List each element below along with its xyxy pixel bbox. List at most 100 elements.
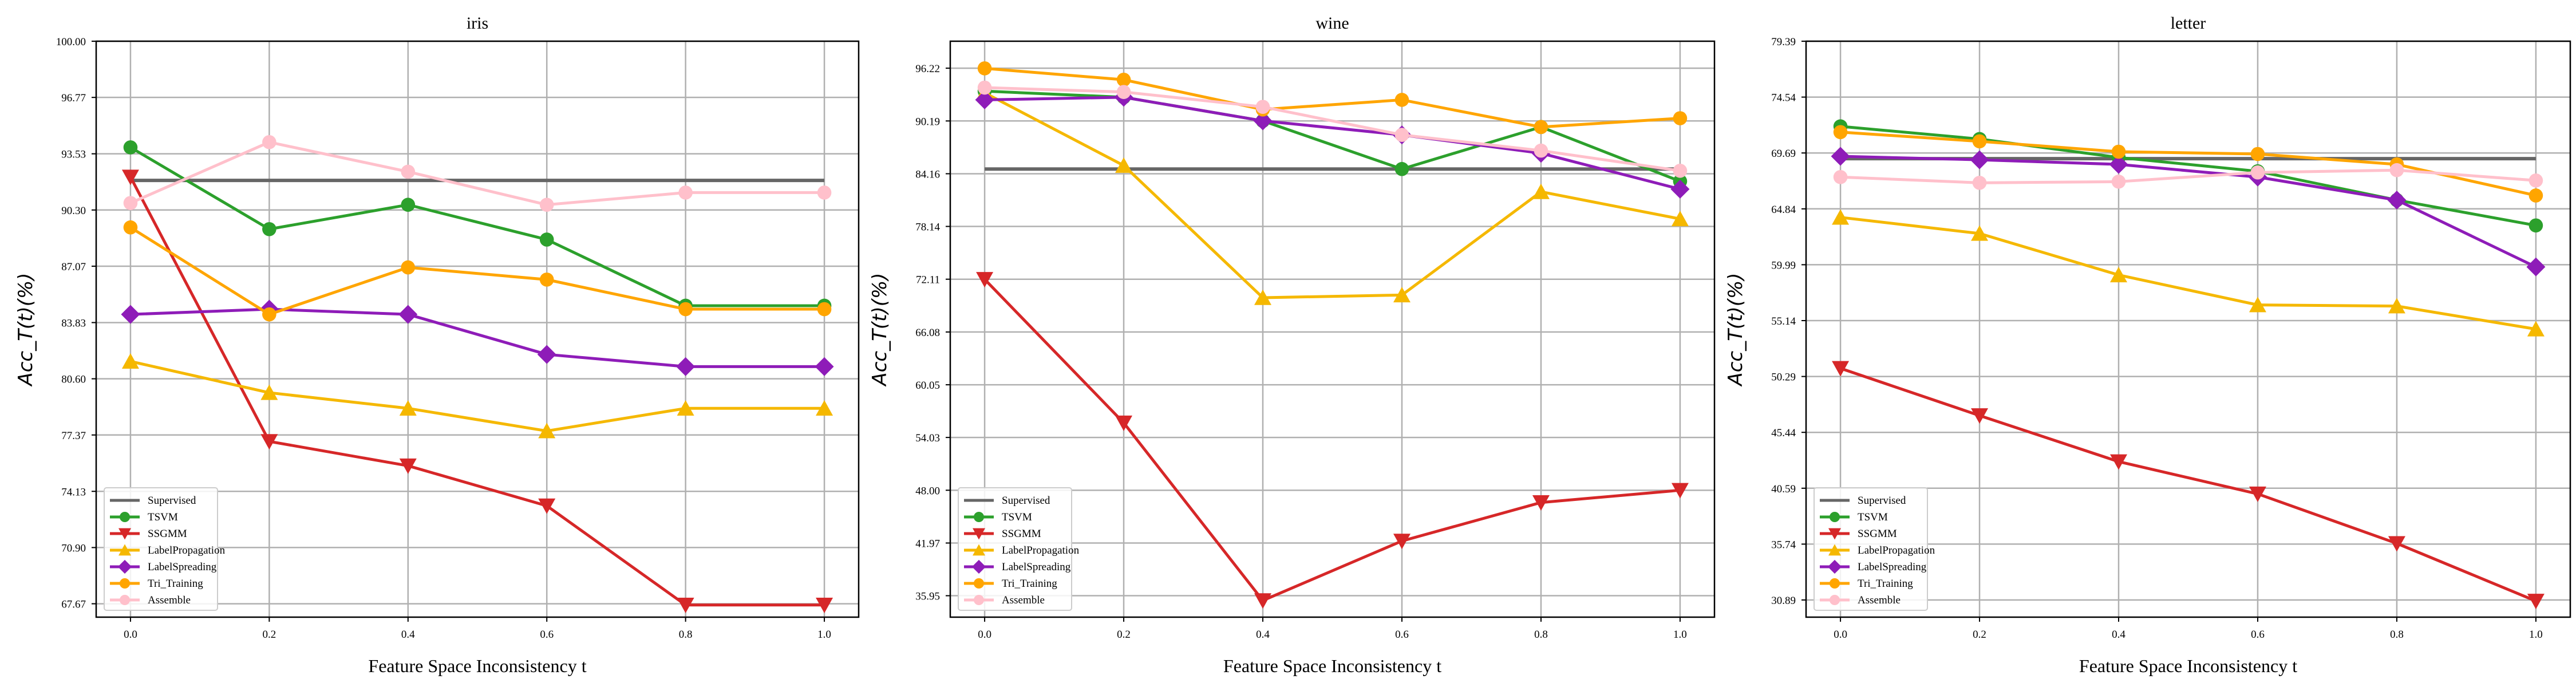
data-point-tsvm-1 <box>262 222 276 236</box>
legend-label-ssgmm: SSGMM <box>1002 528 1041 540</box>
x-tick-label-3: 0.6 <box>2251 629 2265 641</box>
x-tick-label-2: 0.4 <box>2112 629 2125 641</box>
data-point-labelspreading-2 <box>2109 155 2128 174</box>
data-point-labelspreading-0 <box>121 305 140 324</box>
chart-panel-wine: 0.0 0.2 0.4 0.6 0.8 1.0 35.95 41.97 48.00 54.03 60… <box>868 14 1716 676</box>
series-group <box>1831 119 2546 610</box>
data-point-labelpropagation-2 <box>399 400 417 416</box>
data-point-labelpropagation-5 <box>2527 321 2545 337</box>
data-point-labelpropagation-5 <box>816 400 833 416</box>
legend-marker-tsvm <box>1829 511 1840 523</box>
legend-marker-labelspreading <box>117 559 132 574</box>
legend-marker-ssgmm <box>1828 528 1841 540</box>
data-point-assemble-1 <box>262 135 276 149</box>
y-tick-label-3: 77.37 <box>61 430 86 442</box>
y-axis-label: Acc_T(t)(%) <box>1724 273 1747 386</box>
y-tick-label-1: 70.90 <box>61 542 86 554</box>
data-point-labelpropagation-4 <box>1532 183 1550 199</box>
data-point-tri-training-5 <box>817 302 832 317</box>
legend-label-labelspreading: LabelSpreading <box>1858 561 1927 573</box>
data-point-assemble-3 <box>2250 165 2265 180</box>
series-line-labelpropagation <box>130 360 825 433</box>
legend-label-supervised: Supervised <box>148 495 196 507</box>
y-tick-label-3: 54.03 <box>915 432 940 444</box>
legend-label-supervised: Supervised <box>1858 495 1906 507</box>
y-tick-label-9: 90.19 <box>915 116 940 128</box>
x-tick-label-3: 0.6 <box>1395 629 1409 641</box>
data-point-tri-training-1 <box>1972 134 1987 149</box>
legend-marker-ssgmm <box>973 528 985 540</box>
series-line-assemble <box>1840 168 2537 184</box>
series-line-labelpropagation <box>1840 216 2537 331</box>
legend-label-labelspreading: LabelSpreading <box>148 561 217 573</box>
data-point-assemble-0 <box>977 80 992 95</box>
data-point-tri-training-1 <box>1116 72 1131 87</box>
data-point-labelpropagation-4 <box>677 400 694 416</box>
data-point-ssgmm-5 <box>816 597 833 613</box>
data-point-labelpropagation-3 <box>2249 297 2266 313</box>
legend-marker-tsvm <box>973 511 985 523</box>
data-point-labelspreading-2 <box>398 305 418 324</box>
y-tick-label-2: 40.59 <box>1771 483 1796 495</box>
data-point-labelspreading-0 <box>975 90 994 109</box>
y-tick-label-6: 87.07 <box>61 261 86 273</box>
y-tick-label-7: 90.30 <box>61 205 86 217</box>
y-tick-label-9: 96.77 <box>61 92 86 104</box>
data-point-tsvm-3 <box>539 232 554 247</box>
data-point-labelpropagation-2 <box>2110 267 2128 283</box>
x-tick-label-0: 0.0 <box>978 629 991 641</box>
x-tick-label-5: 1.0 <box>2529 629 2543 641</box>
x-tick-label-3: 0.6 <box>540 629 554 641</box>
y-tick-label-3: 45.44 <box>1771 427 1796 439</box>
data-point-ssgmm-0 <box>1832 361 1850 377</box>
data-point-ssgmm-1 <box>1115 415 1133 431</box>
x-tick-label-0: 0.0 <box>124 629 137 641</box>
data-point-tsvm-3 <box>1394 161 1409 176</box>
data-point-labelspreading-0 <box>1831 147 1850 166</box>
legend-marker-tri-training <box>119 578 131 589</box>
data-point-ssgmm-5 <box>2527 594 2545 610</box>
series-line-labelspreading <box>985 96 1681 191</box>
data-point-labelpropagation-1 <box>1115 157 1133 173</box>
y-tick-label-0: 30.89 <box>1771 595 1796 607</box>
data-point-assemble-2 <box>2111 175 2126 189</box>
legend-marker-tsvm <box>119 511 131 523</box>
data-point-tri-training-1 <box>262 307 276 322</box>
chart-title: iris <box>467 14 488 33</box>
data-point-labelpropagation-1 <box>260 384 278 400</box>
legend: Supervised TSVM SSGMM LabelPropagation Label… <box>1814 487 1935 611</box>
y-tick-label-0: 67.67 <box>61 599 86 611</box>
data-point-tsvm-2 <box>401 198 416 212</box>
data-point-ssgmm-5 <box>1671 483 1689 499</box>
legend-marker-tri-training <box>973 578 985 589</box>
legend-label-assemble: Assemble <box>1002 594 1045 606</box>
chart-panel-letter: 0.0 0.2 0.4 0.6 0.8 1.0 30.89 35.74 40.59 45.44 50… <box>1724 14 2571 676</box>
data-point-ssgmm-3 <box>1393 534 1411 550</box>
series-line-assemble <box>129 140 825 207</box>
y-axis-label: Acc_T(t)(%) <box>14 273 37 386</box>
chart-title: letter <box>2171 14 2206 33</box>
data-point-ssgmm-4 <box>2388 536 2405 552</box>
data-point-assemble-1 <box>1972 176 1987 190</box>
data-point-labelspreading-3 <box>537 345 556 364</box>
chart-title: wine <box>1315 14 1349 33</box>
series-group <box>975 61 1690 609</box>
data-point-labelpropagation-3 <box>538 423 556 439</box>
legend-marker-assemble <box>1829 594 1840 606</box>
legend-label-tri-training: Tri_Training <box>1858 578 1913 590</box>
x-tick-label-5: 1.0 <box>817 629 831 641</box>
data-point-tri-training-5 <box>2528 188 2543 203</box>
chart-panel-iris: 0.0 0.2 0.4 0.6 0.8 1.0 67.67 70.90 74.13 77.37 80… <box>14 14 860 676</box>
axes-frame <box>949 40 1716 618</box>
data-point-ssgmm-4 <box>1532 495 1550 511</box>
y-tick-label-10: 96.22 <box>915 63 940 75</box>
series-line-tri-training <box>129 226 825 316</box>
series-line-tsvm <box>1840 125 2537 227</box>
data-point-labelpropagation-5 <box>1671 211 1689 227</box>
legend-marker-labelpropagation <box>1828 544 1841 556</box>
legend-marker-labelspreading <box>971 559 986 574</box>
y-tick-label-5: 66.08 <box>915 327 940 339</box>
axes-frame <box>95 40 860 618</box>
y-tick-label-7: 64.84 <box>1771 204 1796 216</box>
legend-label-tsvm: TSVM <box>148 511 178 523</box>
